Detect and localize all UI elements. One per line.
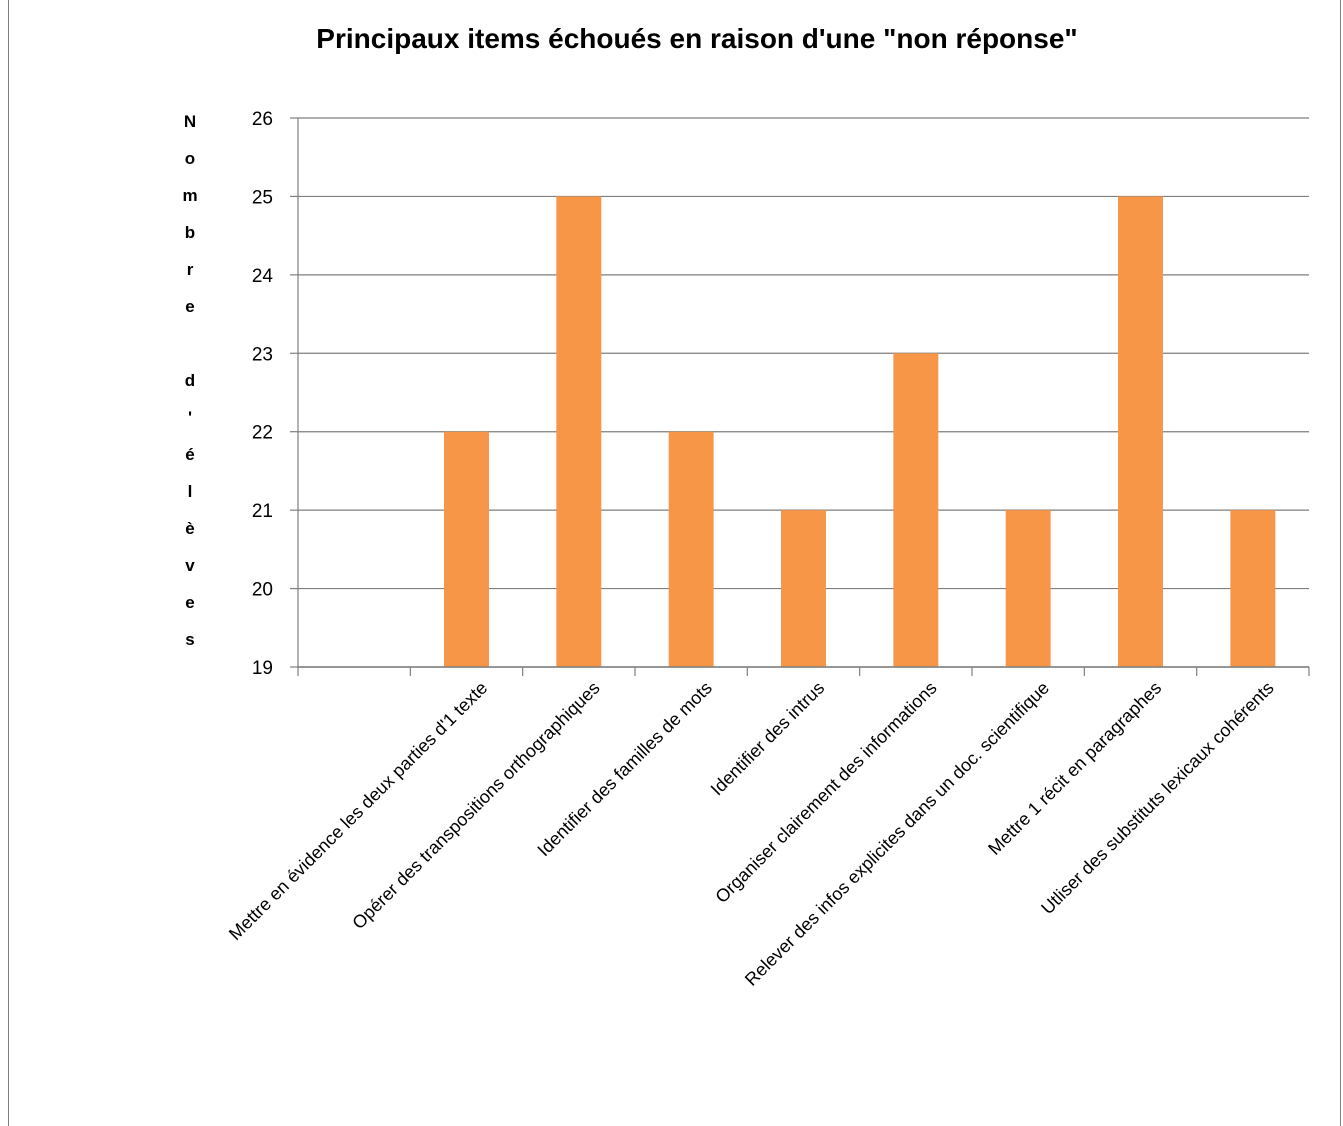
bar — [893, 353, 939, 667]
bar — [668, 431, 714, 667]
y-tick-label: 23 — [252, 344, 273, 365]
y-tick-label: 20 — [252, 580, 273, 601]
y-tick-label: 19 — [252, 658, 273, 679]
x-tick-label: Opérer des transpositions orthographique… — [348, 678, 603, 933]
y-axis-ticks: 19 20 21 22 23 24 25 26 — [252, 109, 274, 679]
chart-title: Principaux items échoués en raison d'une… — [316, 23, 1077, 54]
x-tick-label: Utliser des substituts lexicaux cohérent… — [1037, 678, 1278, 919]
x-axis-tick-labels: Mettre en évidence les deux parties d'1 … — [225, 678, 1278, 990]
bar — [444, 431, 489, 667]
x-tick-label: Identifier des intrus — [707, 678, 829, 800]
y-tick-label: 22 — [252, 423, 273, 444]
y-tick-label: 25 — [252, 187, 273, 208]
bar — [781, 510, 826, 667]
bar — [1118, 196, 1163, 667]
bar — [556, 196, 602, 667]
y-tick-label: 26 — [252, 109, 273, 130]
x-tick-label: Mettre en évidence les deux parties d'1 … — [225, 678, 491, 944]
x-tick-label: Organiser clairement des informations — [711, 678, 940, 907]
y-tick-label: 24 — [252, 266, 274, 287]
bars — [444, 196, 1276, 667]
y-tick-label: 21 — [252, 501, 273, 522]
x-axis — [297, 118, 1310, 676]
bar — [1005, 510, 1051, 667]
chart-frame — [8, 0, 1341, 1126]
bar — [1230, 510, 1276, 667]
